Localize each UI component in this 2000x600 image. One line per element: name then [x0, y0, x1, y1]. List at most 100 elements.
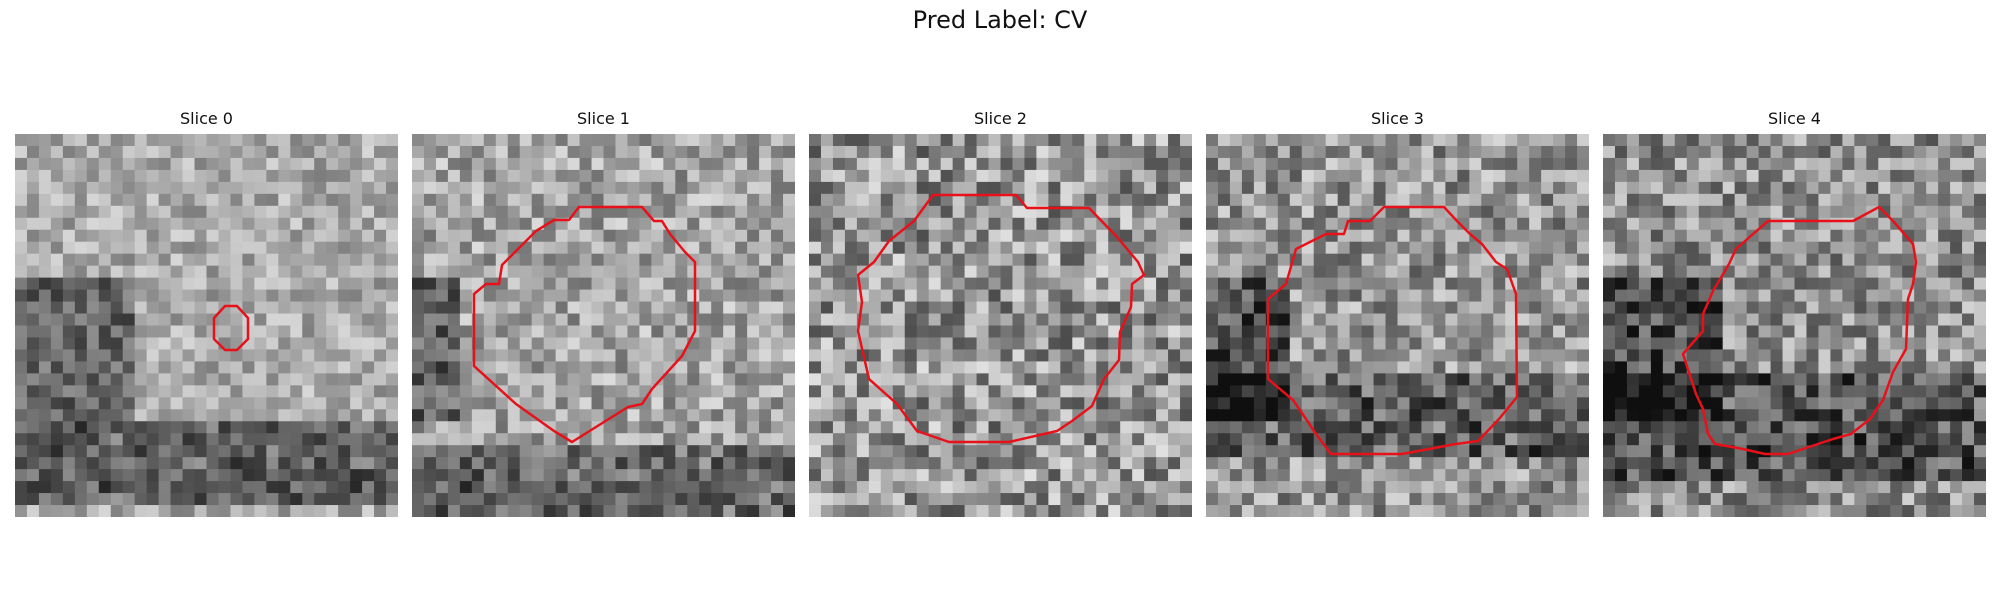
pixel-tile [459, 505, 473, 517]
pixel-tile [1626, 457, 1640, 470]
pixel-tile [1541, 229, 1554, 243]
pixel-tile [759, 349, 772, 363]
pixel-tile [1734, 169, 1748, 183]
pixel-tile [1553, 361, 1566, 374]
pixel-tile [1108, 169, 1121, 183]
pixel-tile [844, 313, 858, 327]
pixel-tile [1373, 445, 1387, 458]
pixel-tile [242, 457, 255, 470]
pixel-tile [1854, 157, 1867, 171]
pixel-tile [1830, 157, 1843, 171]
pixel-tile [1397, 253, 1411, 267]
pixel-tile [675, 469, 688, 482]
pixel-tile [543, 157, 557, 171]
pixel-tile [1866, 349, 1879, 363]
pixel-tile [230, 421, 244, 434]
pixel-tile [1361, 505, 1375, 517]
pixel-tile [1529, 265, 1542, 279]
pixel-tile [627, 181, 641, 195]
pixel-tile [495, 469, 509, 482]
pixel-tile [447, 433, 461, 446]
pixel-tile [1096, 205, 1109, 219]
pixel-tile [1529, 457, 1542, 470]
pixel-tile [1818, 445, 1832, 458]
pixel-tile [1397, 229, 1411, 243]
pixel-tile [1565, 469, 1578, 482]
pixel-tile [74, 229, 88, 243]
pixel-tile [1818, 361, 1832, 374]
pixel-tile [1782, 349, 1796, 363]
pixel-tile [122, 229, 136, 243]
pixel-tile [687, 301, 700, 315]
pixel-tile [1217, 349, 1231, 363]
pixel-tile [62, 313, 76, 327]
pixel-tile [1770, 301, 1784, 315]
pixel-tile [1914, 349, 1927, 363]
pixel-tile [1614, 433, 1628, 446]
pixel-tile [783, 181, 795, 195]
pixel-tile [230, 145, 244, 159]
pixel-tile [809, 373, 822, 386]
pixel-tile [146, 469, 160, 482]
pixel-tile [1782, 217, 1796, 231]
pixel-tile [374, 157, 387, 171]
pixel-tile [1206, 337, 1219, 351]
pixel-tile [1397, 134, 1411, 147]
pixel-tile [1048, 157, 1061, 171]
pixel-tile [1313, 397, 1327, 410]
pixel-tile [651, 265, 664, 279]
pixel-tile [1156, 313, 1169, 327]
pixel-tile [1890, 337, 1903, 351]
pixel-tile [1277, 505, 1291, 517]
pixel-tile [868, 493, 882, 506]
pixel-tile [844, 169, 858, 183]
pixel-tile [735, 481, 748, 494]
pixel-tile [1072, 385, 1085, 398]
pixel-tile [1577, 433, 1589, 446]
pixel-tile [1854, 253, 1867, 267]
pixel-tile [1517, 193, 1530, 207]
pixel-tile [771, 481, 784, 494]
pixel-tile [134, 241, 148, 255]
pixel-tile [98, 301, 112, 315]
pixel-tile [603, 397, 617, 410]
pixel-tile [1301, 134, 1315, 147]
pixel-tile [1301, 289, 1315, 303]
pixel-tile [435, 277, 449, 291]
pixel-tile [928, 289, 942, 303]
pixel-tile [952, 469, 966, 482]
pixel-tile [639, 313, 652, 327]
pixel-tile [1517, 361, 1530, 374]
pixel-tile [1024, 409, 1038, 422]
pixel-tile [412, 229, 425, 243]
pixel-tile [1313, 409, 1327, 422]
pixel-tile [1770, 337, 1784, 351]
pixel-tile [856, 433, 870, 446]
pixel-tile [723, 337, 736, 351]
pixel-tile [591, 493, 605, 506]
pixel-tile [1036, 145, 1049, 159]
pixel-tile [1217, 313, 1231, 327]
pixel-tile [1000, 409, 1014, 422]
pixel-tile [326, 361, 339, 374]
pixel-tile [1890, 421, 1903, 434]
pixel-tile [735, 169, 748, 183]
pixel-tile [15, 301, 28, 315]
pixel-tile [543, 481, 557, 494]
pixel-tile [1048, 481, 1061, 494]
pixel-tile [1650, 301, 1664, 315]
pixel-tile [206, 277, 220, 291]
pixel-tile [1144, 145, 1157, 159]
pixel-tile [1603, 313, 1616, 327]
pixel-tile [1433, 385, 1446, 398]
pixel-tile [1301, 301, 1315, 315]
pixel-tile [412, 193, 425, 207]
pixel-tile [158, 337, 172, 351]
pixel-tile [723, 493, 736, 506]
pixel-tile [1000, 493, 1014, 506]
pixel-tile [1229, 181, 1243, 195]
pixel-tile [230, 181, 244, 195]
pixel-tile [1108, 253, 1121, 267]
pixel-tile [1926, 289, 1939, 303]
pixel-tile [1313, 349, 1327, 363]
